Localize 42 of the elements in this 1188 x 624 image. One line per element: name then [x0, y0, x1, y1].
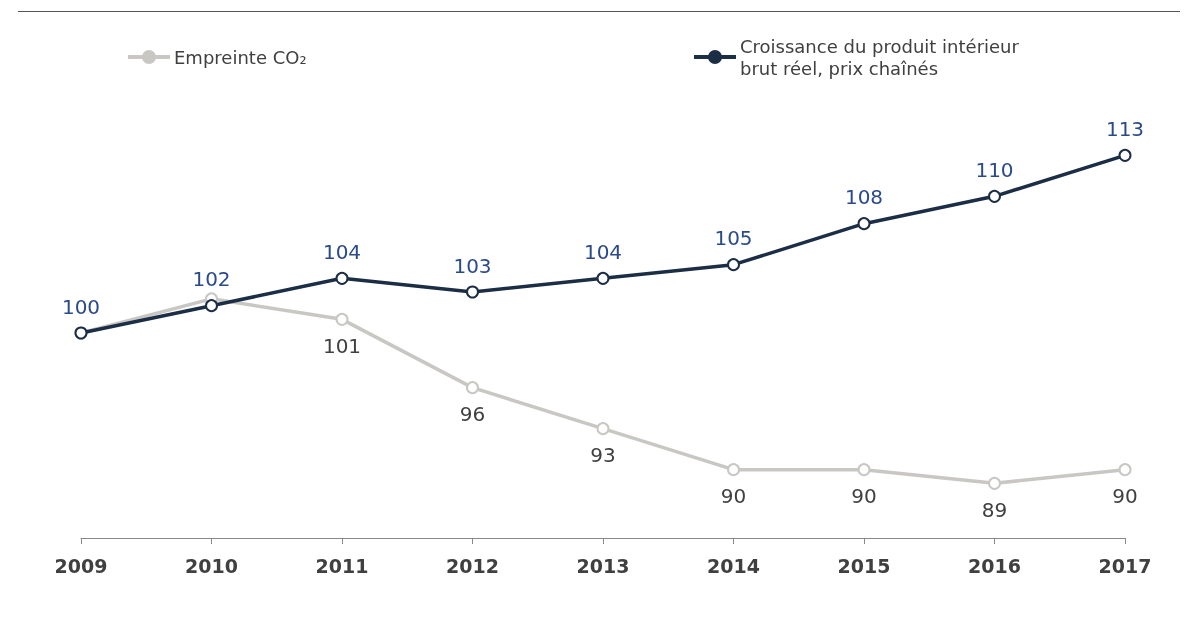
data-label: 104	[583, 239, 623, 264]
data-label: 90	[851, 484, 877, 509]
legend-label: Empreinte CO₂	[174, 46, 307, 68]
x-tick-label: 2011	[315, 554, 369, 577]
point	[988, 189, 1001, 203]
point	[596, 422, 610, 436]
data-label: 90	[1112, 484, 1138, 509]
point	[335, 271, 349, 285]
point	[1118, 148, 1132, 162]
data-label: 93	[590, 443, 616, 468]
data-label: 102	[192, 267, 231, 292]
point	[857, 217, 871, 231]
point	[988, 476, 1001, 490]
data-label: 96	[459, 402, 486, 427]
data-label: 90	[720, 484, 747, 509]
data-label: 103	[453, 253, 492, 278]
data-label: 108	[844, 185, 884, 210]
point	[596, 271, 610, 285]
x-tick-label: 2010	[185, 554, 238, 577]
x-tick-label: 2014	[707, 554, 760, 577]
point	[205, 299, 218, 313]
x-tick-label: 2016	[968, 554, 1021, 577]
point	[466, 285, 479, 299]
data-label: 110	[975, 157, 1014, 182]
x-tick-label: 2013	[576, 554, 630, 577]
x-tick-label: 2012	[446, 554, 499, 577]
x-tick-label: 2009	[54, 554, 108, 577]
point	[727, 463, 740, 477]
legend-label: Croissance du produit intérieur brut réel, prix chaînés	[740, 35, 1025, 79]
data-label: 101	[322, 333, 362, 358]
data-label: 113	[1105, 116, 1145, 141]
point	[857, 463, 871, 477]
x-tick-label: 2015	[837, 554, 891, 577]
data-label: 104	[322, 239, 362, 264]
point	[466, 381, 479, 395]
point	[727, 258, 740, 272]
data-label: 100	[61, 294, 101, 319]
x-tick-label: 2017	[1098, 554, 1152, 577]
data-label: 89	[981, 497, 1008, 522]
data-label: 105	[714, 226, 753, 251]
point	[1118, 463, 1132, 477]
point	[335, 312, 349, 326]
